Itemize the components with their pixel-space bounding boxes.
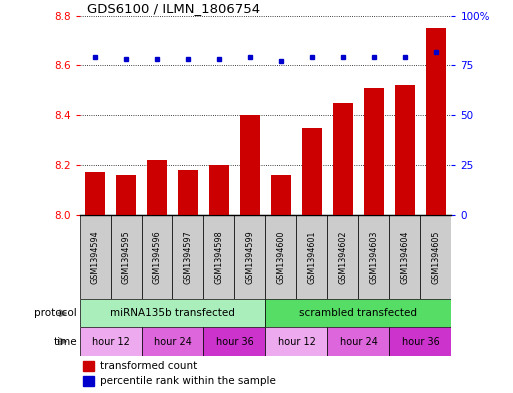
Bar bbox=[83, 361, 94, 371]
Bar bbox=[389, 327, 451, 356]
Bar bbox=[172, 215, 204, 299]
Text: GSM1394600: GSM1394600 bbox=[277, 230, 285, 283]
Bar bbox=[240, 115, 260, 215]
Bar bbox=[302, 128, 322, 215]
Bar bbox=[178, 170, 198, 215]
Text: GSM1394605: GSM1394605 bbox=[431, 230, 441, 284]
Text: percentile rank within the sample: percentile rank within the sample bbox=[100, 376, 276, 386]
Bar bbox=[204, 327, 266, 356]
Bar bbox=[142, 327, 204, 356]
Text: GSM1394594: GSM1394594 bbox=[90, 230, 100, 284]
Bar bbox=[333, 103, 353, 215]
Text: GSM1394599: GSM1394599 bbox=[246, 230, 254, 284]
Bar bbox=[80, 327, 142, 356]
Text: hour 12: hour 12 bbox=[92, 336, 129, 347]
Bar bbox=[85, 172, 105, 215]
Bar bbox=[265, 299, 451, 327]
Text: GSM1394601: GSM1394601 bbox=[307, 230, 317, 283]
Bar bbox=[110, 215, 142, 299]
Text: GSM1394598: GSM1394598 bbox=[214, 230, 224, 284]
Text: GSM1394596: GSM1394596 bbox=[152, 230, 162, 284]
Text: hour 24: hour 24 bbox=[340, 336, 378, 347]
Bar bbox=[271, 175, 291, 215]
Bar bbox=[234, 215, 265, 299]
Bar bbox=[395, 85, 415, 215]
Text: scrambled transfected: scrambled transfected bbox=[300, 308, 418, 318]
Text: hour 12: hour 12 bbox=[278, 336, 315, 347]
Text: transformed count: transformed count bbox=[100, 361, 197, 371]
Bar bbox=[147, 160, 167, 215]
Bar bbox=[265, 215, 297, 299]
Bar bbox=[209, 165, 229, 215]
Text: GSM1394595: GSM1394595 bbox=[122, 230, 130, 284]
Text: miRNA135b transfected: miRNA135b transfected bbox=[110, 308, 235, 318]
Bar bbox=[359, 215, 389, 299]
Bar bbox=[327, 215, 359, 299]
Text: hour 36: hour 36 bbox=[215, 336, 253, 347]
Text: hour 24: hour 24 bbox=[153, 336, 191, 347]
Bar bbox=[116, 175, 136, 215]
Text: GSM1394604: GSM1394604 bbox=[401, 230, 409, 283]
Text: protocol: protocol bbox=[34, 308, 77, 318]
Text: hour 36: hour 36 bbox=[402, 336, 439, 347]
Text: GSM1394603: GSM1394603 bbox=[369, 230, 379, 283]
Bar bbox=[265, 327, 327, 356]
Text: time: time bbox=[53, 336, 77, 347]
Text: GSM1394597: GSM1394597 bbox=[184, 230, 192, 284]
Bar bbox=[204, 215, 234, 299]
Bar bbox=[142, 215, 172, 299]
Bar bbox=[421, 215, 451, 299]
Bar bbox=[83, 376, 94, 386]
Bar bbox=[389, 215, 421, 299]
Bar bbox=[297, 215, 327, 299]
Text: GSM1394602: GSM1394602 bbox=[339, 230, 347, 284]
Bar bbox=[364, 88, 384, 215]
Bar bbox=[80, 215, 110, 299]
Bar bbox=[327, 327, 389, 356]
Bar bbox=[426, 28, 446, 215]
Bar bbox=[80, 299, 265, 327]
Text: GDS6100 / ILMN_1806754: GDS6100 / ILMN_1806754 bbox=[87, 2, 260, 15]
